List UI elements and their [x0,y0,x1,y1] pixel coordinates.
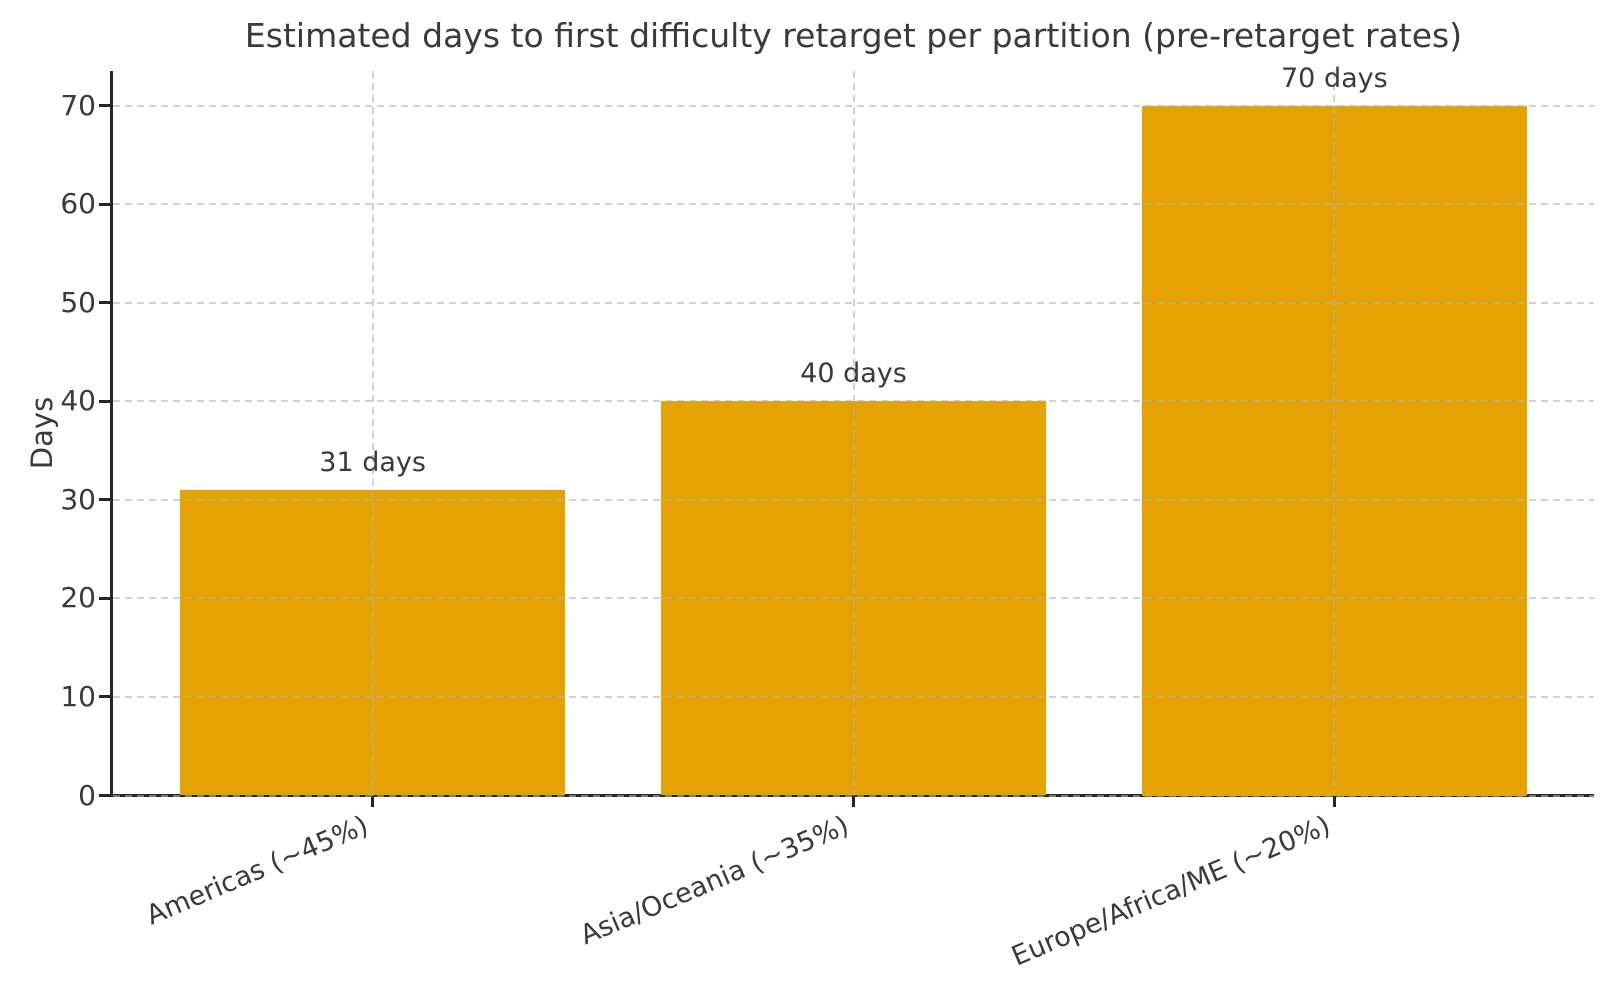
x-tick-mark [371,797,375,807]
y-tick-mark [99,301,110,305]
bar [180,489,565,796]
x-tick-label: Asia/Oceania (~35%) [576,810,854,952]
y-tick-mark [99,399,110,403]
y-tick-label: 60 [60,187,96,221]
y-tick-label: 30 [60,482,96,516]
x-tick-mark [1332,797,1336,807]
y-tick-label: 20 [60,581,96,615]
y-axis-spine [110,71,113,797]
y-tick-label: 70 [60,88,96,122]
bar-value-label: 31 days [319,446,426,478]
bar [661,401,1046,796]
y-tick-mark [99,794,110,797]
x-tick-label: Americas (~45%) [141,810,373,932]
bar-value-label: 70 days [1281,62,1388,94]
x-tick-mark [852,797,855,807]
y-tick-mark [99,498,110,502]
y-tick-mark [99,695,110,699]
plot-area: 31 days 40 days 70 days [113,63,1594,797]
bar [1142,105,1527,796]
chart-title: Estimated days to first difficulty retar… [244,16,1463,55]
y-tick-label: 50 [60,285,96,319]
y-tick-label: 40 [60,384,96,418]
y-tick-label: 0 [78,778,96,812]
y-tick-mark [99,596,110,600]
y-tick-label: 10 [60,679,96,713]
y-tick-mark [99,202,110,206]
x-tick-label: Europe/Africa/ME (~20%) [1006,810,1335,973]
bar-value-label: 40 days [800,358,907,390]
y-tick-mark [99,104,110,107]
